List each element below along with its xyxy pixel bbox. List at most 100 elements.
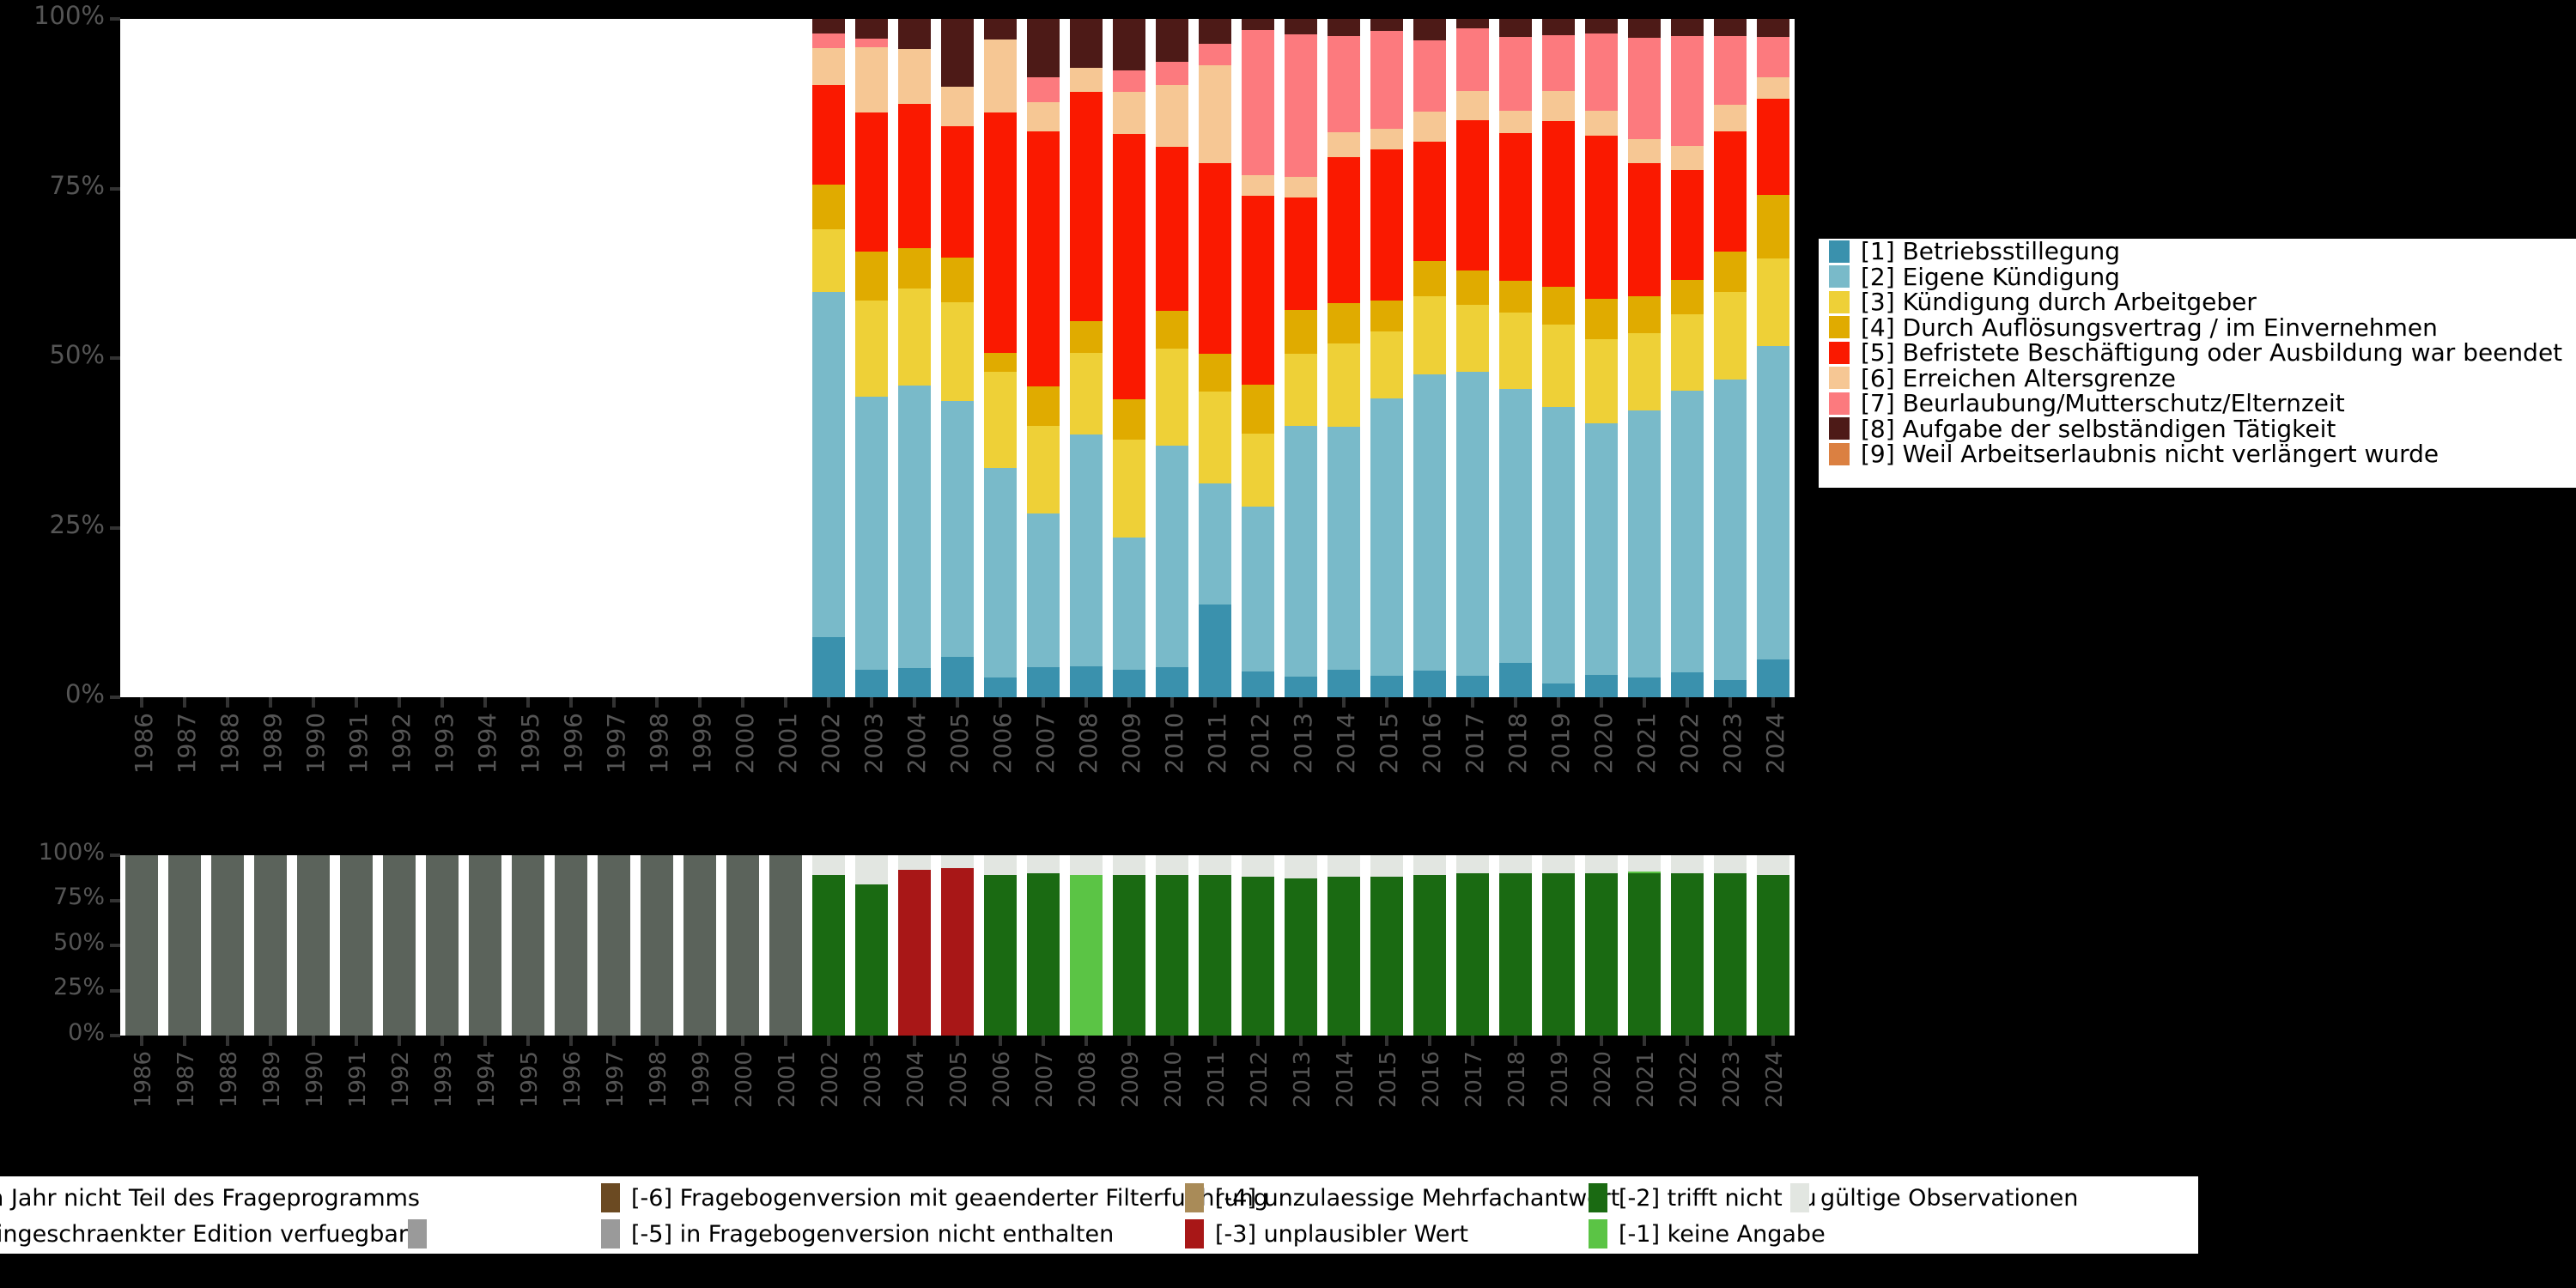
bar-2019[interactable]	[1542, 855, 1575, 1036]
bar-2013[interactable]	[1285, 19, 1317, 697]
legend-item[interactable]: [5] Befristete Beschäftigung oder Ausbil…	[1819, 338, 2576, 367]
bar-2005[interactable]	[941, 855, 974, 1036]
bar-2002[interactable]	[812, 855, 845, 1036]
bar-2018[interactable]	[1499, 855, 1532, 1036]
bar-1998[interactable]	[641, 855, 673, 1036]
bar-1987[interactable]	[168, 855, 201, 1036]
bar-1996[interactable]	[555, 855, 587, 1036]
bar-segment	[1327, 157, 1360, 303]
bar-2019[interactable]	[1542, 19, 1575, 697]
bar-2000[interactable]	[726, 855, 759, 1036]
bar-segment	[211, 855, 244, 1036]
bar-1989[interactable]	[254, 855, 287, 1036]
bar-2011[interactable]	[1199, 855, 1231, 1036]
legend-item[interactable]: [4] Durch Auflösungsvertrag / im Einvern…	[1819, 313, 2576, 342]
bar-2006[interactable]	[984, 19, 1017, 697]
bar-segment	[125, 855, 158, 1036]
bar-2009[interactable]	[1113, 19, 1145, 697]
bar-2020[interactable]	[1585, 855, 1618, 1036]
x-axis-tick	[999, 1036, 1002, 1046]
bar-2008[interactable]	[1070, 855, 1103, 1036]
bar-2014[interactable]	[1327, 19, 1360, 697]
bar-segment	[898, 869, 931, 1036]
bar-2010[interactable]	[1156, 19, 1188, 697]
bar-1992[interactable]	[383, 855, 416, 1036]
legend-item[interactable]: [-1] keine Angabe	[1589, 1219, 1826, 1249]
bar-2006[interactable]	[984, 855, 1017, 1036]
legend-item[interactable]: [3] Kündigung durch Arbeitgeber	[1819, 288, 2576, 316]
bar-segment	[898, 288, 931, 386]
bar-segment	[1113, 537, 1145, 671]
bar-2014[interactable]	[1327, 855, 1360, 1036]
bar-2012[interactable]	[1242, 855, 1274, 1036]
bar-segment	[1027, 101, 1060, 131]
bar-2022[interactable]	[1671, 19, 1704, 697]
bar-2013[interactable]	[1285, 855, 1317, 1036]
bar-1999[interactable]	[683, 855, 716, 1036]
bar-2009[interactable]	[1113, 855, 1145, 1036]
legend-item[interactable]: [9] Weil Arbeitserlaubnis nicht verlänge…	[1819, 440, 2576, 468]
bar-2003[interactable]	[855, 855, 888, 1036]
bar-1997[interactable]	[598, 855, 630, 1036]
legend-item[interactable]: nur in der eingeschraenkter Edition verf…	[0, 1219, 427, 1249]
bar-2015[interactable]	[1370, 19, 1403, 697]
x-axis-tick	[1771, 1036, 1775, 1046]
legend-item[interactable]: [-2] trifft nicht zu	[1589, 1183, 1817, 1212]
legend-item[interactable]: in diesem Jahr nicht Teil des Frageprogr…	[0, 1183, 439, 1212]
legend-item-label: [-2] trifft nicht zu	[1619, 1184, 1817, 1212]
legend-item[interactable]: [-5] in Fragebogenversion nicht enthalte…	[601, 1219, 1114, 1249]
bar-2011[interactable]	[1199, 19, 1231, 697]
bar-2017[interactable]	[1456, 855, 1489, 1036]
bar-1993[interactable]	[426, 855, 459, 1036]
bar-2018[interactable]	[1499, 19, 1532, 697]
bar-2004[interactable]	[898, 855, 931, 1036]
bar-2024[interactable]	[1757, 855, 1789, 1036]
legend-item[interactable]: [1] Betriebsstillegung	[1819, 237, 2576, 265]
legend-item[interactable]: [2] Eigene Kündigung	[1819, 263, 2576, 291]
bar-1991[interactable]	[340, 855, 373, 1036]
x-axis-tick	[526, 1036, 530, 1046]
legend-item[interactable]: [8] Aufgabe der selbständigen Tätigkeit	[1819, 415, 2576, 443]
legend-item[interactable]: [6] Erreichen Altersgrenze	[1819, 364, 2576, 392]
bar-2022[interactable]	[1671, 855, 1704, 1036]
y-axis-tick-label: 0%	[68, 1018, 105, 1046]
bar-2012[interactable]	[1242, 19, 1274, 697]
bar-2007[interactable]	[1027, 855, 1060, 1036]
bar-2023[interactable]	[1714, 19, 1747, 697]
bar-2008[interactable]	[1070, 19, 1103, 697]
bar-2002[interactable]	[812, 19, 845, 697]
bar-1990[interactable]	[297, 855, 330, 1036]
legend-item[interactable]: gültige Observationen	[1790, 1183, 2078, 1212]
bar-2004[interactable]	[898, 19, 931, 697]
bar-segment	[1156, 445, 1188, 668]
bar-segment	[1027, 667, 1060, 697]
bar-1986[interactable]	[125, 855, 158, 1036]
bar-2001[interactable]	[769, 855, 802, 1036]
bar-segment	[941, 867, 974, 1036]
bar-2023[interactable]	[1714, 855, 1747, 1036]
bar-2021[interactable]	[1628, 19, 1661, 697]
bar-2016[interactable]	[1413, 855, 1446, 1036]
bar-1988[interactable]	[211, 855, 244, 1036]
bar-2021[interactable]	[1628, 855, 1661, 1036]
legend-item[interactable]: [-3] unplausibler Wert	[1185, 1219, 1468, 1249]
x-axis-tick	[1170, 697, 1174, 708]
legend-item[interactable]: [-4] unzulaessige Mehrfachantwort	[1185, 1183, 1619, 1212]
bar-2007[interactable]	[1027, 19, 1060, 697]
bar-2005[interactable]	[941, 19, 974, 697]
bar-2020[interactable]	[1585, 19, 1618, 697]
bar-segment	[984, 875, 1017, 1036]
bar-2003[interactable]	[855, 19, 888, 697]
legend-item[interactable]: [7] Beurlaubung/Mutterschutz/Elternzeit	[1819, 389, 2576, 417]
x-axis-tick	[140, 697, 143, 708]
bar-segment	[855, 19, 888, 39]
bar-2024[interactable]	[1757, 19, 1789, 697]
bar-2015[interactable]	[1370, 855, 1403, 1036]
bar-2016[interactable]	[1413, 19, 1446, 697]
bar-2010[interactable]	[1156, 855, 1188, 1036]
x-axis-tick-label: 2016	[1418, 713, 1446, 775]
bar-1994[interactable]	[469, 855, 501, 1036]
bar-1995[interactable]	[512, 855, 544, 1036]
bar-2017[interactable]	[1456, 19, 1489, 697]
legend-item[interactable]: [-6] Fragebogenversion mit geaenderter F…	[601, 1183, 1268, 1212]
